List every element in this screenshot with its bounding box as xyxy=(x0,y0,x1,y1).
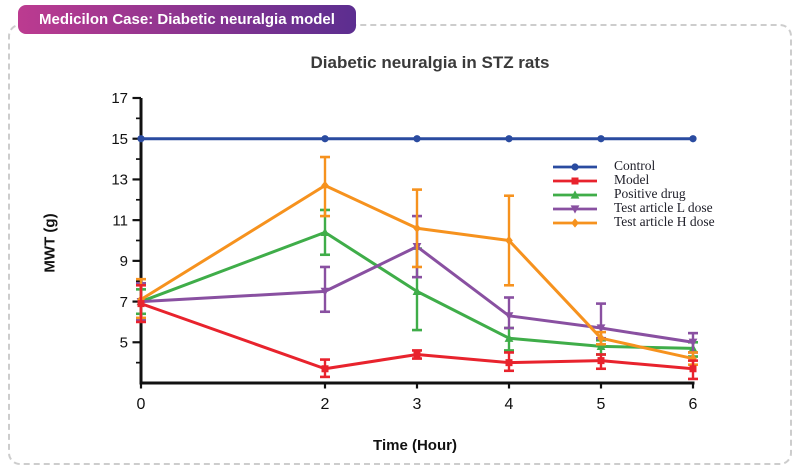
legend-item-test-article-l-dose: Test article L dose xyxy=(552,201,715,215)
chart-legend: Control Model Positive drug Test article… xyxy=(552,159,715,229)
legend-label: Test article L dose xyxy=(614,200,713,215)
legend-item-positive-drug: Positive drug xyxy=(552,187,715,201)
svg-text:11: 11 xyxy=(112,212,128,229)
legend-item-control: Control xyxy=(552,159,715,173)
test-article-h-dose-line-marker-icon xyxy=(552,216,598,228)
legend-label: Model xyxy=(614,172,650,187)
model-line-marker-icon xyxy=(552,174,598,186)
svg-text:3: 3 xyxy=(413,396,422,413)
svg-text:0: 0 xyxy=(137,396,146,413)
svg-text:2: 2 xyxy=(321,396,330,413)
control-line-marker-icon xyxy=(552,160,598,172)
svg-text:7: 7 xyxy=(120,294,128,311)
case-badge: Medicilon Case: Diabetic neuralgia model xyxy=(18,5,356,34)
svg-text:5: 5 xyxy=(597,396,606,413)
test-article-l-dose-line-marker-icon xyxy=(552,202,598,214)
svg-text:4: 4 xyxy=(505,396,514,413)
chart-title: Diabetic neuralgia in STZ rats xyxy=(310,53,550,72)
legend-item-model: Model xyxy=(552,173,715,187)
legend-label: Test article H dose xyxy=(614,214,715,229)
y-axis-title: MWT (g) xyxy=(41,213,59,273)
legend-label: Control xyxy=(614,158,656,173)
svg-text:15: 15 xyxy=(111,131,128,148)
positive-drug-line-marker-icon xyxy=(552,188,598,200)
svg-text:9: 9 xyxy=(120,253,128,270)
x-axis-title: Time (Hour) xyxy=(373,437,457,454)
legend-label: Positive drug xyxy=(614,186,686,201)
svg-text:13: 13 xyxy=(111,172,128,189)
svg-text:17: 17 xyxy=(111,90,128,107)
legend-item-test-article-h-dose: Test article H dose xyxy=(552,215,715,229)
svg-text:6: 6 xyxy=(689,396,698,413)
svg-text:5: 5 xyxy=(120,334,128,351)
